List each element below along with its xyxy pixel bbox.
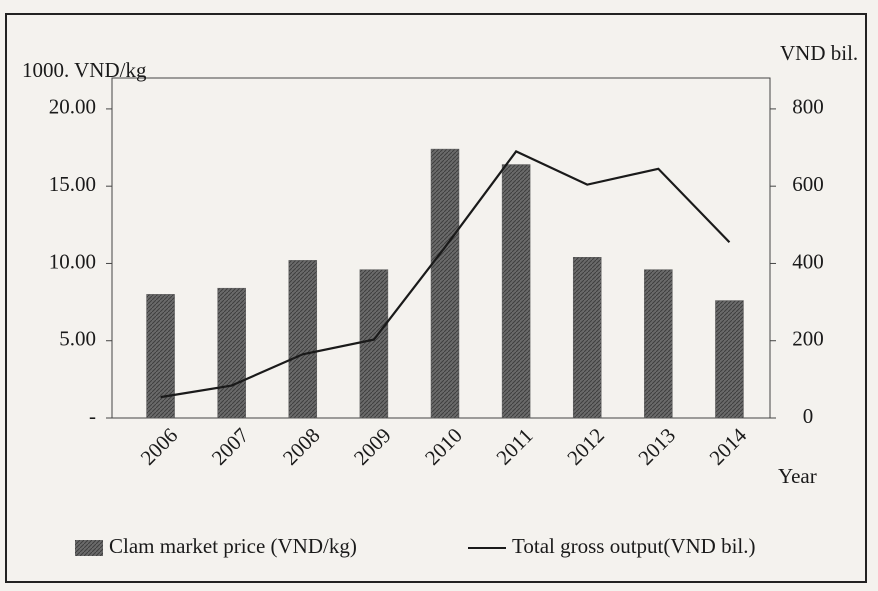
x-tick-label: 2013	[633, 423, 680, 470]
y-tick-label: 15.00	[49, 172, 96, 196]
x-axis-title: Year	[778, 464, 817, 488]
x-tick-label: 2014	[705, 423, 752, 470]
bar	[501, 164, 531, 419]
y2-tick-label: 800	[792, 95, 824, 119]
bar	[146, 294, 175, 419]
y-axis-title: 1000. VND/kg	[22, 58, 147, 82]
x-tick-label: 2008	[278, 423, 325, 470]
bar	[715, 300, 744, 419]
bar	[217, 287, 246, 419]
x-tick-label: 2009	[349, 423, 396, 470]
y2-tick-label: 400	[792, 249, 824, 273]
line	[160, 150, 731, 399]
bar	[644, 269, 673, 419]
y-tick-label: 5.00	[59, 327, 96, 351]
bar	[288, 260, 318, 419]
legend-label: Total gross output(VND bil.)	[512, 534, 756, 558]
y-tick-label: 10.00	[49, 249, 96, 273]
x-tick-label: 2011	[492, 423, 538, 469]
y2-tick-label: 200	[792, 327, 824, 351]
x-tick-label: 2006	[136, 423, 183, 470]
y-tick-label: -	[89, 404, 96, 428]
bar	[572, 257, 602, 419]
x-tick-label: 2007	[207, 423, 254, 470]
outer-frame	[5, 13, 867, 583]
bar	[430, 148, 460, 419]
x-tick-label: 2012	[562, 423, 609, 470]
y-tick-label: 20.00	[49, 95, 96, 119]
y2-tick-label: 600	[792, 172, 824, 196]
y2-axis-title: VND bil.	[780, 41, 858, 65]
x-tick-label: 2010	[420, 423, 467, 470]
y2-tick-label: 0	[803, 404, 814, 428]
bar	[359, 269, 389, 419]
legend-swatch	[75, 540, 103, 556]
legend-label: Clam market price (VND/kg)	[109, 534, 357, 558]
